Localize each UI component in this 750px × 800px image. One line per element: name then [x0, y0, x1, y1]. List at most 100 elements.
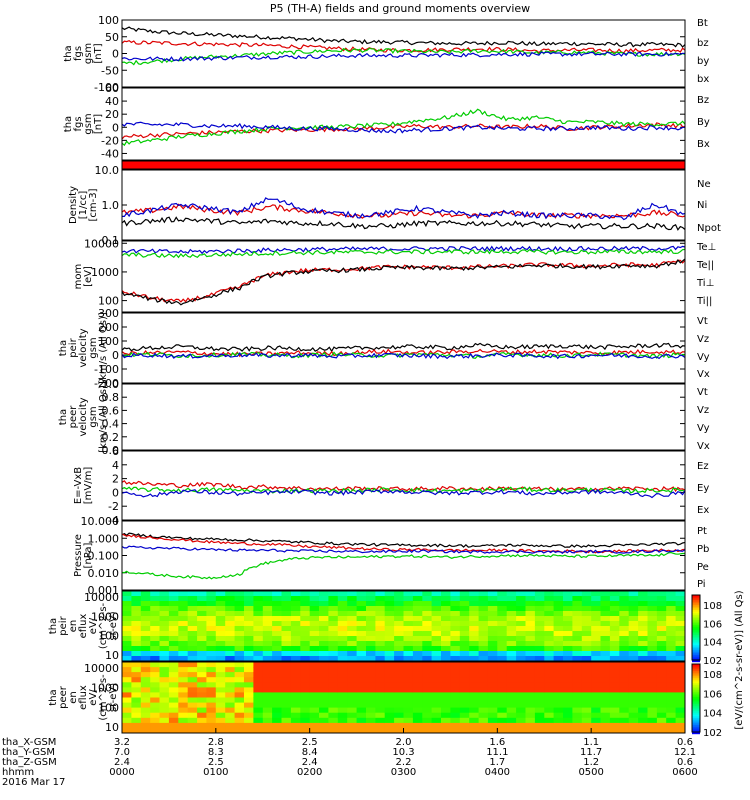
heatmap-cell — [609, 727, 620, 734]
heatmap-cell — [647, 641, 658, 647]
heatmap-cell — [553, 621, 564, 627]
heatmap-cell — [647, 707, 658, 714]
heatmap-cell — [319, 631, 329, 637]
y-tick-label: -20 — [101, 134, 119, 147]
heatmap-cell — [168, 646, 179, 652]
heatmap-cell — [300, 717, 311, 724]
heatmap-cell — [431, 692, 442, 698]
legend-label: Ex — [697, 505, 709, 516]
heatmap-cell — [178, 596, 189, 602]
heatmap-cell — [131, 636, 142, 642]
heatmap-cell — [459, 672, 470, 678]
heatmap-cell — [478, 631, 489, 637]
heatmap-cell — [328, 682, 339, 688]
heatmap-cell — [525, 606, 536, 612]
heatmap-cell — [394, 601, 404, 607]
heatmap-cell — [450, 672, 461, 678]
heatmap-cell — [394, 707, 404, 714]
y-tick-label: 100 — [98, 701, 119, 714]
heatmap-cell — [131, 656, 142, 662]
heatmap-cell — [422, 687, 433, 693]
heatmap-cell — [187, 707, 198, 714]
heatmap-cell — [290, 651, 301, 657]
heatmap-cell — [272, 697, 282, 704]
heatmap-cell — [563, 707, 573, 714]
heatmap-cell — [628, 606, 639, 612]
heatmap-cell — [131, 667, 142, 673]
heatmap-cell — [441, 677, 451, 683]
heatmap-cell — [215, 687, 226, 693]
heatmap-cell — [140, 712, 151, 719]
heatmap-cell — [244, 606, 254, 612]
colorbar-cell — [692, 705, 700, 708]
heatmap-cell — [412, 682, 423, 688]
heatmap-cell — [600, 712, 611, 719]
heatmap-cell — [516, 636, 526, 642]
heatmap-cell — [168, 601, 179, 607]
heatmap-cell — [647, 712, 658, 719]
heatmap-cell — [131, 631, 142, 637]
colorbar-cell — [692, 716, 700, 719]
heatmap-cell — [281, 712, 292, 719]
heatmap-cell — [487, 616, 498, 622]
heatmap-cell — [600, 601, 611, 607]
heatmap-cell — [609, 712, 620, 719]
heatmap-cell — [356, 692, 367, 698]
heatmap-cell — [290, 702, 301, 709]
heatmap-cell — [647, 601, 658, 607]
heatmap-cell — [450, 611, 461, 617]
heatmap-cell — [572, 667, 583, 673]
y-tick-label: 10000 — [84, 237, 119, 250]
heatmap-cell — [666, 687, 677, 693]
heatmap-cell — [403, 672, 414, 678]
heatmap-cell — [628, 697, 639, 704]
heatmap-cell — [375, 596, 386, 602]
heatmap-cell — [591, 707, 602, 714]
heatmap-cell — [431, 651, 442, 657]
colorbar-cell — [692, 667, 700, 670]
heatmap-cell — [525, 712, 536, 719]
heatmap-cell — [591, 641, 602, 647]
heatmap-cell — [647, 672, 658, 678]
heatmap-cell — [600, 717, 611, 724]
y-axis-label: fgs — [73, 46, 84, 61]
heatmap-cell — [544, 672, 555, 678]
heatmap-cell — [403, 646, 414, 652]
heatmap-cell — [609, 692, 620, 698]
heatmap-cell — [412, 722, 423, 729]
legend-label: Ne — [697, 179, 711, 190]
heatmap-cell — [328, 722, 339, 729]
heatmap-cell — [459, 626, 470, 632]
heatmap-cell — [225, 601, 236, 607]
heatmap-cell — [159, 692, 170, 698]
heatmap-cell — [394, 687, 404, 693]
y-tick-label: 0.8 — [102, 391, 120, 404]
heatmap-cell — [225, 641, 236, 647]
heatmap-cell — [366, 677, 376, 683]
heatmap-cell — [441, 646, 451, 652]
heatmap-cell — [244, 707, 254, 714]
heatmap-cell — [262, 606, 273, 612]
colorbar-cell — [692, 714, 700, 717]
heatmap-cell — [150, 687, 161, 693]
y-axis-label: mom — [73, 264, 84, 290]
heatmap-cell — [140, 606, 151, 612]
series-line-Ex — [121, 488, 686, 499]
heatmap-cell — [290, 722, 301, 729]
heatmap-cell — [572, 727, 583, 734]
heatmap-cell — [431, 722, 442, 729]
heatmap-cell — [581, 682, 592, 688]
heatmap-cell — [366, 672, 376, 678]
heatmap-cell — [244, 692, 254, 698]
heatmap-cell — [150, 692, 161, 698]
heatmap-cell — [225, 667, 236, 673]
heatmap-cell — [262, 646, 273, 652]
heatmap-cell — [337, 646, 348, 652]
heatmap-cell — [225, 722, 236, 729]
heatmap-cell — [544, 682, 555, 688]
heatmap-cell — [384, 611, 395, 617]
colorbar-cell — [692, 655, 700, 658]
y-axis-label: gsm — [88, 337, 99, 358]
heatmap-cell — [215, 641, 226, 647]
heatmap-cell — [638, 596, 648, 602]
